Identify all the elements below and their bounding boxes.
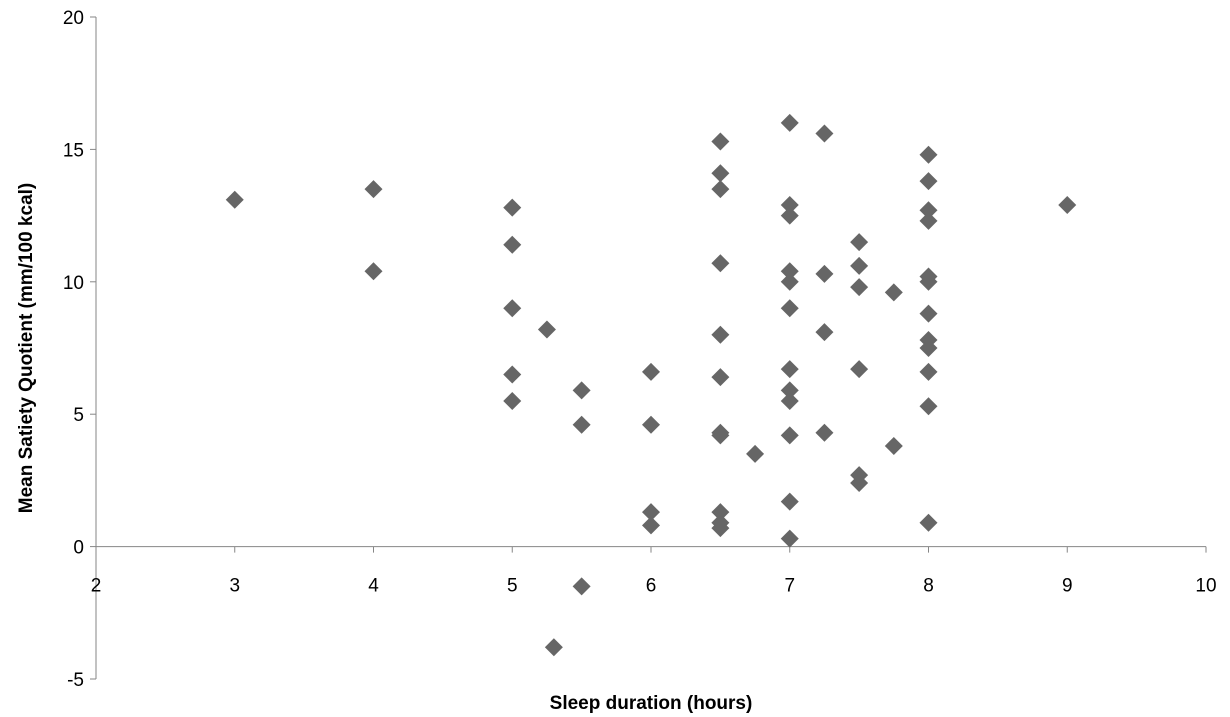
- data-point: [815, 264, 834, 283]
- data-point: [919, 397, 938, 416]
- x-tick-label: 3: [229, 576, 240, 597]
- x-tick-label: 9: [1062, 576, 1073, 597]
- x-tick-label: 5: [507, 576, 518, 597]
- data-point: [503, 391, 522, 410]
- x-tick-label: 6: [646, 576, 657, 597]
- y-tick-label: 20: [63, 8, 84, 29]
- data-point: [780, 299, 799, 318]
- data-point: [850, 360, 869, 379]
- data-point: [780, 360, 799, 379]
- data-point: [711, 132, 730, 151]
- data-point: [780, 206, 799, 225]
- data-point: [919, 513, 938, 532]
- data-point: [780, 113, 799, 132]
- data-point: [919, 304, 938, 323]
- x-tick-label: 10: [1195, 576, 1216, 597]
- data-point: [850, 256, 869, 275]
- y-tick-label: 5: [73, 405, 84, 426]
- data-point: [711, 368, 730, 387]
- data-point: [572, 381, 591, 400]
- data-point: [711, 426, 730, 445]
- x-tick-label: 7: [784, 576, 795, 597]
- data-point: [642, 415, 660, 434]
- y-tick-label: 10: [63, 273, 84, 294]
- data-point: [780, 529, 799, 548]
- data-point: [364, 262, 383, 281]
- data-point: [503, 365, 522, 384]
- data-point: [746, 444, 765, 463]
- data-point: [711, 325, 730, 344]
- y-tick-label: 0: [73, 538, 84, 559]
- data-point: [544, 638, 563, 657]
- data-point: [780, 391, 799, 410]
- data-point: [503, 198, 522, 217]
- data-point: [711, 519, 730, 538]
- x-tick-label: 4: [368, 576, 379, 597]
- data-point: [919, 339, 938, 357]
- x-tick-label: 2: [91, 576, 102, 597]
- data-point: [642, 362, 660, 381]
- data-point: [919, 172, 938, 191]
- data-point: [815, 323, 834, 342]
- data-point: [780, 262, 799, 281]
- data-point: [919, 362, 938, 381]
- data-point: [572, 415, 591, 434]
- data-point: [572, 577, 591, 596]
- x-axis-ticks: 2 3 4 5 6 7 8 9 10: [91, 546, 1217, 597]
- data-point: [919, 272, 938, 291]
- data-point: [850, 474, 869, 493]
- data-point: [780, 272, 799, 291]
- data-point: [503, 299, 522, 318]
- data-point: [884, 283, 903, 302]
- data-points: [225, 113, 1077, 657]
- data-point: [642, 516, 660, 535]
- y-axis-ticks: 20 15 10 5 0 -5: [63, 8, 96, 691]
- x-axis-title: Sleep duration (hours): [550, 693, 753, 714]
- data-point: [850, 278, 869, 297]
- data-point: [780, 426, 799, 445]
- data-point: [884, 436, 903, 455]
- data-point: [850, 233, 869, 252]
- y-axis-title: Mean Satiety Quotient (mm/100 kcal): [16, 183, 37, 514]
- data-point: [919, 201, 938, 220]
- data-point: [780, 196, 799, 215]
- data-point: [780, 381, 799, 400]
- data-point: [364, 180, 383, 199]
- data-point: [711, 164, 730, 183]
- data-point: [815, 423, 834, 442]
- data-point: [711, 503, 730, 522]
- data-point: [711, 180, 730, 199]
- data-point: [711, 254, 730, 273]
- y-tick-label: 15: [63, 140, 84, 161]
- data-point: [225, 190, 244, 209]
- data-point: [1058, 196, 1077, 215]
- data-point: [537, 320, 556, 339]
- x-tick-label: 8: [923, 576, 934, 597]
- data-point: [919, 145, 938, 164]
- data-point: [503, 235, 522, 254]
- data-point: [815, 124, 834, 143]
- y-tick-label: -5: [67, 670, 84, 691]
- data-point: [642, 503, 660, 522]
- data-point: [780, 492, 799, 511]
- data-point: [919, 211, 938, 230]
